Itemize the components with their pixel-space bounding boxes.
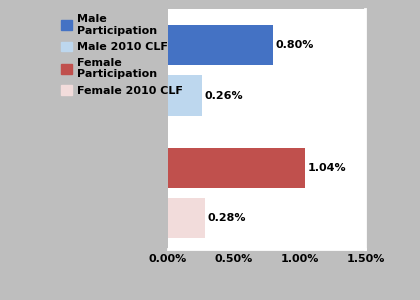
Bar (168, 75, 202, 116)
Text: 0.28%: 0.28% (207, 213, 246, 223)
Legend: Male
Participation, Male 2010 CLF, Female
Participation, Female 2010 CLF: Male Participation, Male 2010 CLF, Femal… (59, 12, 185, 98)
Bar (168, 25, 273, 65)
Text: 0.26%: 0.26% (205, 91, 244, 100)
Text: 1.04%: 1.04% (307, 163, 346, 173)
Text: 0.80%: 0.80% (276, 40, 314, 50)
Bar (168, 148, 305, 188)
Bar (168, 198, 205, 238)
